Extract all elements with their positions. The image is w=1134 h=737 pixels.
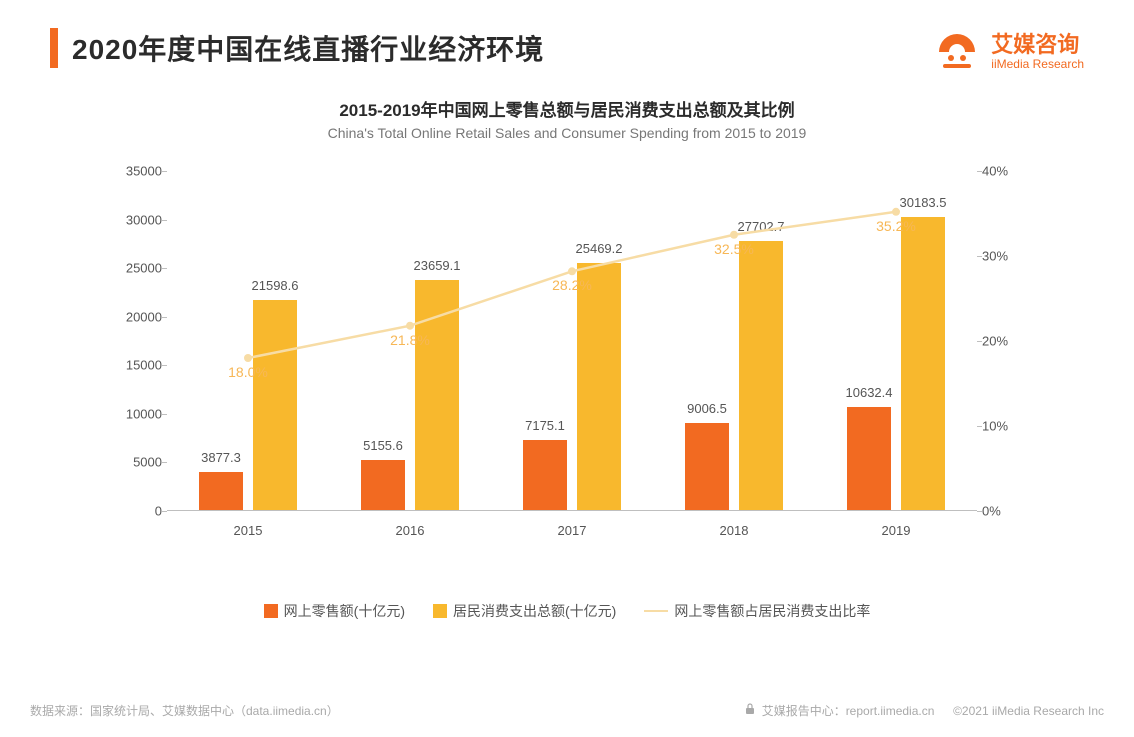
chart-area: 2015-2019年中国网上零售总额与居民消费支出总额及其比例 China's …	[0, 76, 1134, 621]
chart-legend: 网上零售额(十亿元) 居民消费支出总额(十亿元) 网上零售额占居民消费支出比率	[90, 601, 1044, 621]
y-left-tick: 35000	[112, 164, 162, 179]
brand-name-cn: 艾媒咨询	[991, 33, 1084, 57]
y-left-tick: 15000	[112, 358, 162, 373]
y-right-tick: 20%	[982, 334, 1022, 349]
footer-center: 艾媒报告中心：report.iimedia.cn	[762, 702, 935, 719]
y-right-tick: 0%	[982, 504, 1022, 519]
title-wrap: 2020年度中国在线直播行业经济环境	[50, 28, 544, 68]
brand-logo-icon	[933, 28, 981, 76]
brand-logo: 艾媒咨询 iiMedia Research	[933, 28, 1084, 76]
legend-label: 居民消费支出总额(十亿元)	[453, 601, 616, 621]
brand-logo-text: 艾媒咨询 iiMedia Research	[991, 33, 1084, 70]
legend-item-series3: 网上零售额占居民消费支出比率	[644, 601, 870, 621]
footer-copyright: ©2021 iiMedia Research Inc	[953, 704, 1104, 718]
header: 2020年度中国在线直播行业经济环境 艾媒咨询 iiMedia Research	[0, 0, 1134, 76]
page-title: 2020年度中国在线直播行业经济环境	[72, 28, 544, 68]
x-tick-label: 2018	[720, 523, 749, 538]
y-left-tick: 5000	[112, 455, 162, 470]
legend-swatch-icon	[264, 604, 278, 618]
y-left-tick: 0	[112, 504, 162, 519]
x-tick-label: 2016	[396, 523, 425, 538]
y-left-tick: 10000	[112, 406, 162, 421]
y-right-tick: 30%	[982, 249, 1022, 264]
footer-right: 艾媒报告中心：report.iimedia.cn ©2021 iiMedia R…	[744, 702, 1104, 719]
legend-swatch-icon	[433, 604, 447, 618]
legend-label: 网上零售额占居民消费支出比率	[674, 601, 870, 621]
x-tick-label: 2019	[882, 523, 911, 538]
brand-name-en: iiMedia Research	[991, 58, 1084, 71]
y-left-tick: 30000	[112, 212, 162, 227]
chart-title-cn: 2015-2019年中国网上零售总额与居民消费支出总额及其比例	[90, 96, 1044, 121]
footer-source: 数据来源：国家统计局、艾媒数据中心（data.iimedia.cn）	[30, 702, 339, 719]
x-tick-label: 2017	[558, 523, 587, 538]
y-right-tick: 40%	[982, 164, 1022, 179]
lock-icon	[744, 703, 756, 718]
y-left-tick: 25000	[112, 261, 162, 276]
chart-plot: 050001000015000200002500030000350000%10%…	[107, 171, 1027, 551]
footer: 数据来源：国家统计局、艾媒数据中心（data.iimedia.cn） 艾媒报告中…	[30, 702, 1104, 719]
y-right-tick: 10%	[982, 419, 1022, 434]
x-tick-label: 2015	[234, 523, 263, 538]
chart-title-en: China's Total Online Retail Sales and Co…	[90, 125, 1044, 141]
legend-swatch-icon	[644, 610, 668, 612]
legend-item-series1: 网上零售额(十亿元)	[264, 601, 405, 621]
legend-item-series2: 居民消费支出总额(十亿元)	[433, 601, 616, 621]
line-series	[167, 171, 977, 511]
title-accent-bar	[50, 28, 58, 68]
y-left-tick: 20000	[112, 309, 162, 324]
plot-inner: 050001000015000200002500030000350000%10%…	[167, 171, 977, 511]
legend-label: 网上零售额(十亿元)	[284, 601, 405, 621]
